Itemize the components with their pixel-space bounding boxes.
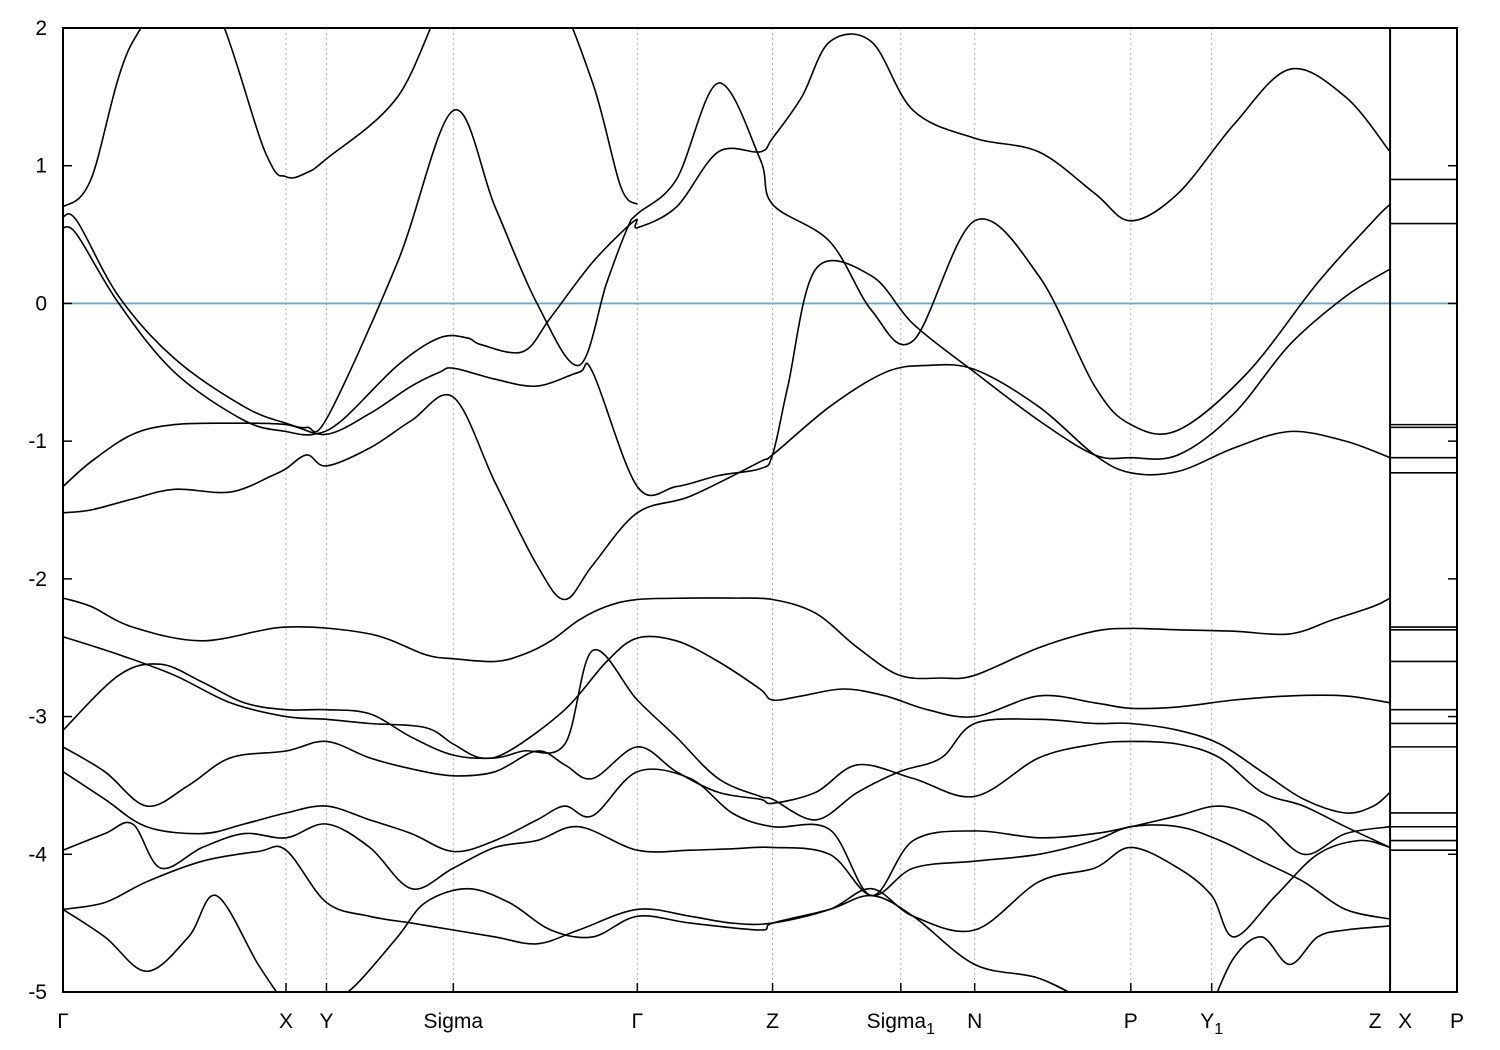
kpoint-label: Sigma1	[867, 1010, 936, 1038]
y-tick-label: -2	[28, 568, 47, 591]
kpoint-label: Sigma	[424, 1010, 484, 1033]
band-line	[63, 28, 638, 208]
y-axis-ticks: -5 -4 -3 -2 -1 0 1 2	[28, 17, 1457, 1004]
band-line	[63, 259, 1391, 497]
band-line	[1216, 925, 1391, 992]
axes-frame	[62, 27, 1458, 993]
kpoint-label: X	[1398, 1010, 1412, 1033]
kpoint-label: Γ	[632, 1010, 644, 1033]
kpoint-label: X	[279, 1010, 293, 1033]
y-tick-label: 0	[35, 292, 47, 315]
y-tick-label: -4	[28, 843, 47, 866]
kpoint-label: N	[967, 1010, 982, 1033]
kpoint-label: Z	[766, 1010, 779, 1033]
kpoint-label: Y1	[1200, 1010, 1223, 1038]
band-line	[63, 33, 1391, 436]
kpoint-label: Γ	[57, 1010, 69, 1033]
y-tick-label: -1	[28, 430, 47, 453]
band-line	[63, 648, 1391, 821]
band-line	[63, 768, 1391, 897]
y-tick-label: 2	[35, 17, 47, 40]
kpoint-label-subscript: 1	[1214, 1021, 1223, 1038]
kpoint-label: P	[1450, 1010, 1464, 1033]
band-lines	[63, 28, 1391, 992]
right-panel-bands	[1390, 178, 1457, 851]
y-tick-label: -3	[28, 706, 47, 729]
band-line	[63, 82, 1391, 435]
band-line	[63, 635, 1391, 760]
kpoint-gridlines	[285, 28, 1391, 992]
band-line	[63, 821, 1391, 920]
band-line	[63, 740, 1391, 849]
kpoint-label: Z	[1369, 1010, 1382, 1033]
y-tick-label: -5	[28, 981, 47, 1004]
band-line	[63, 597, 1391, 680]
band-line	[63, 363, 1391, 601]
band-line	[63, 894, 278, 992]
plot-frame	[62, 27, 1458, 993]
band-line	[63, 839, 1391, 945]
band-line	[346, 887, 1071, 992]
kpoint-label-subscript: 1	[926, 1021, 935, 1038]
y-tick-label: 1	[35, 155, 47, 178]
kpoint-label: P	[1124, 1010, 1138, 1033]
kpoint-label: Y	[319, 1010, 333, 1033]
